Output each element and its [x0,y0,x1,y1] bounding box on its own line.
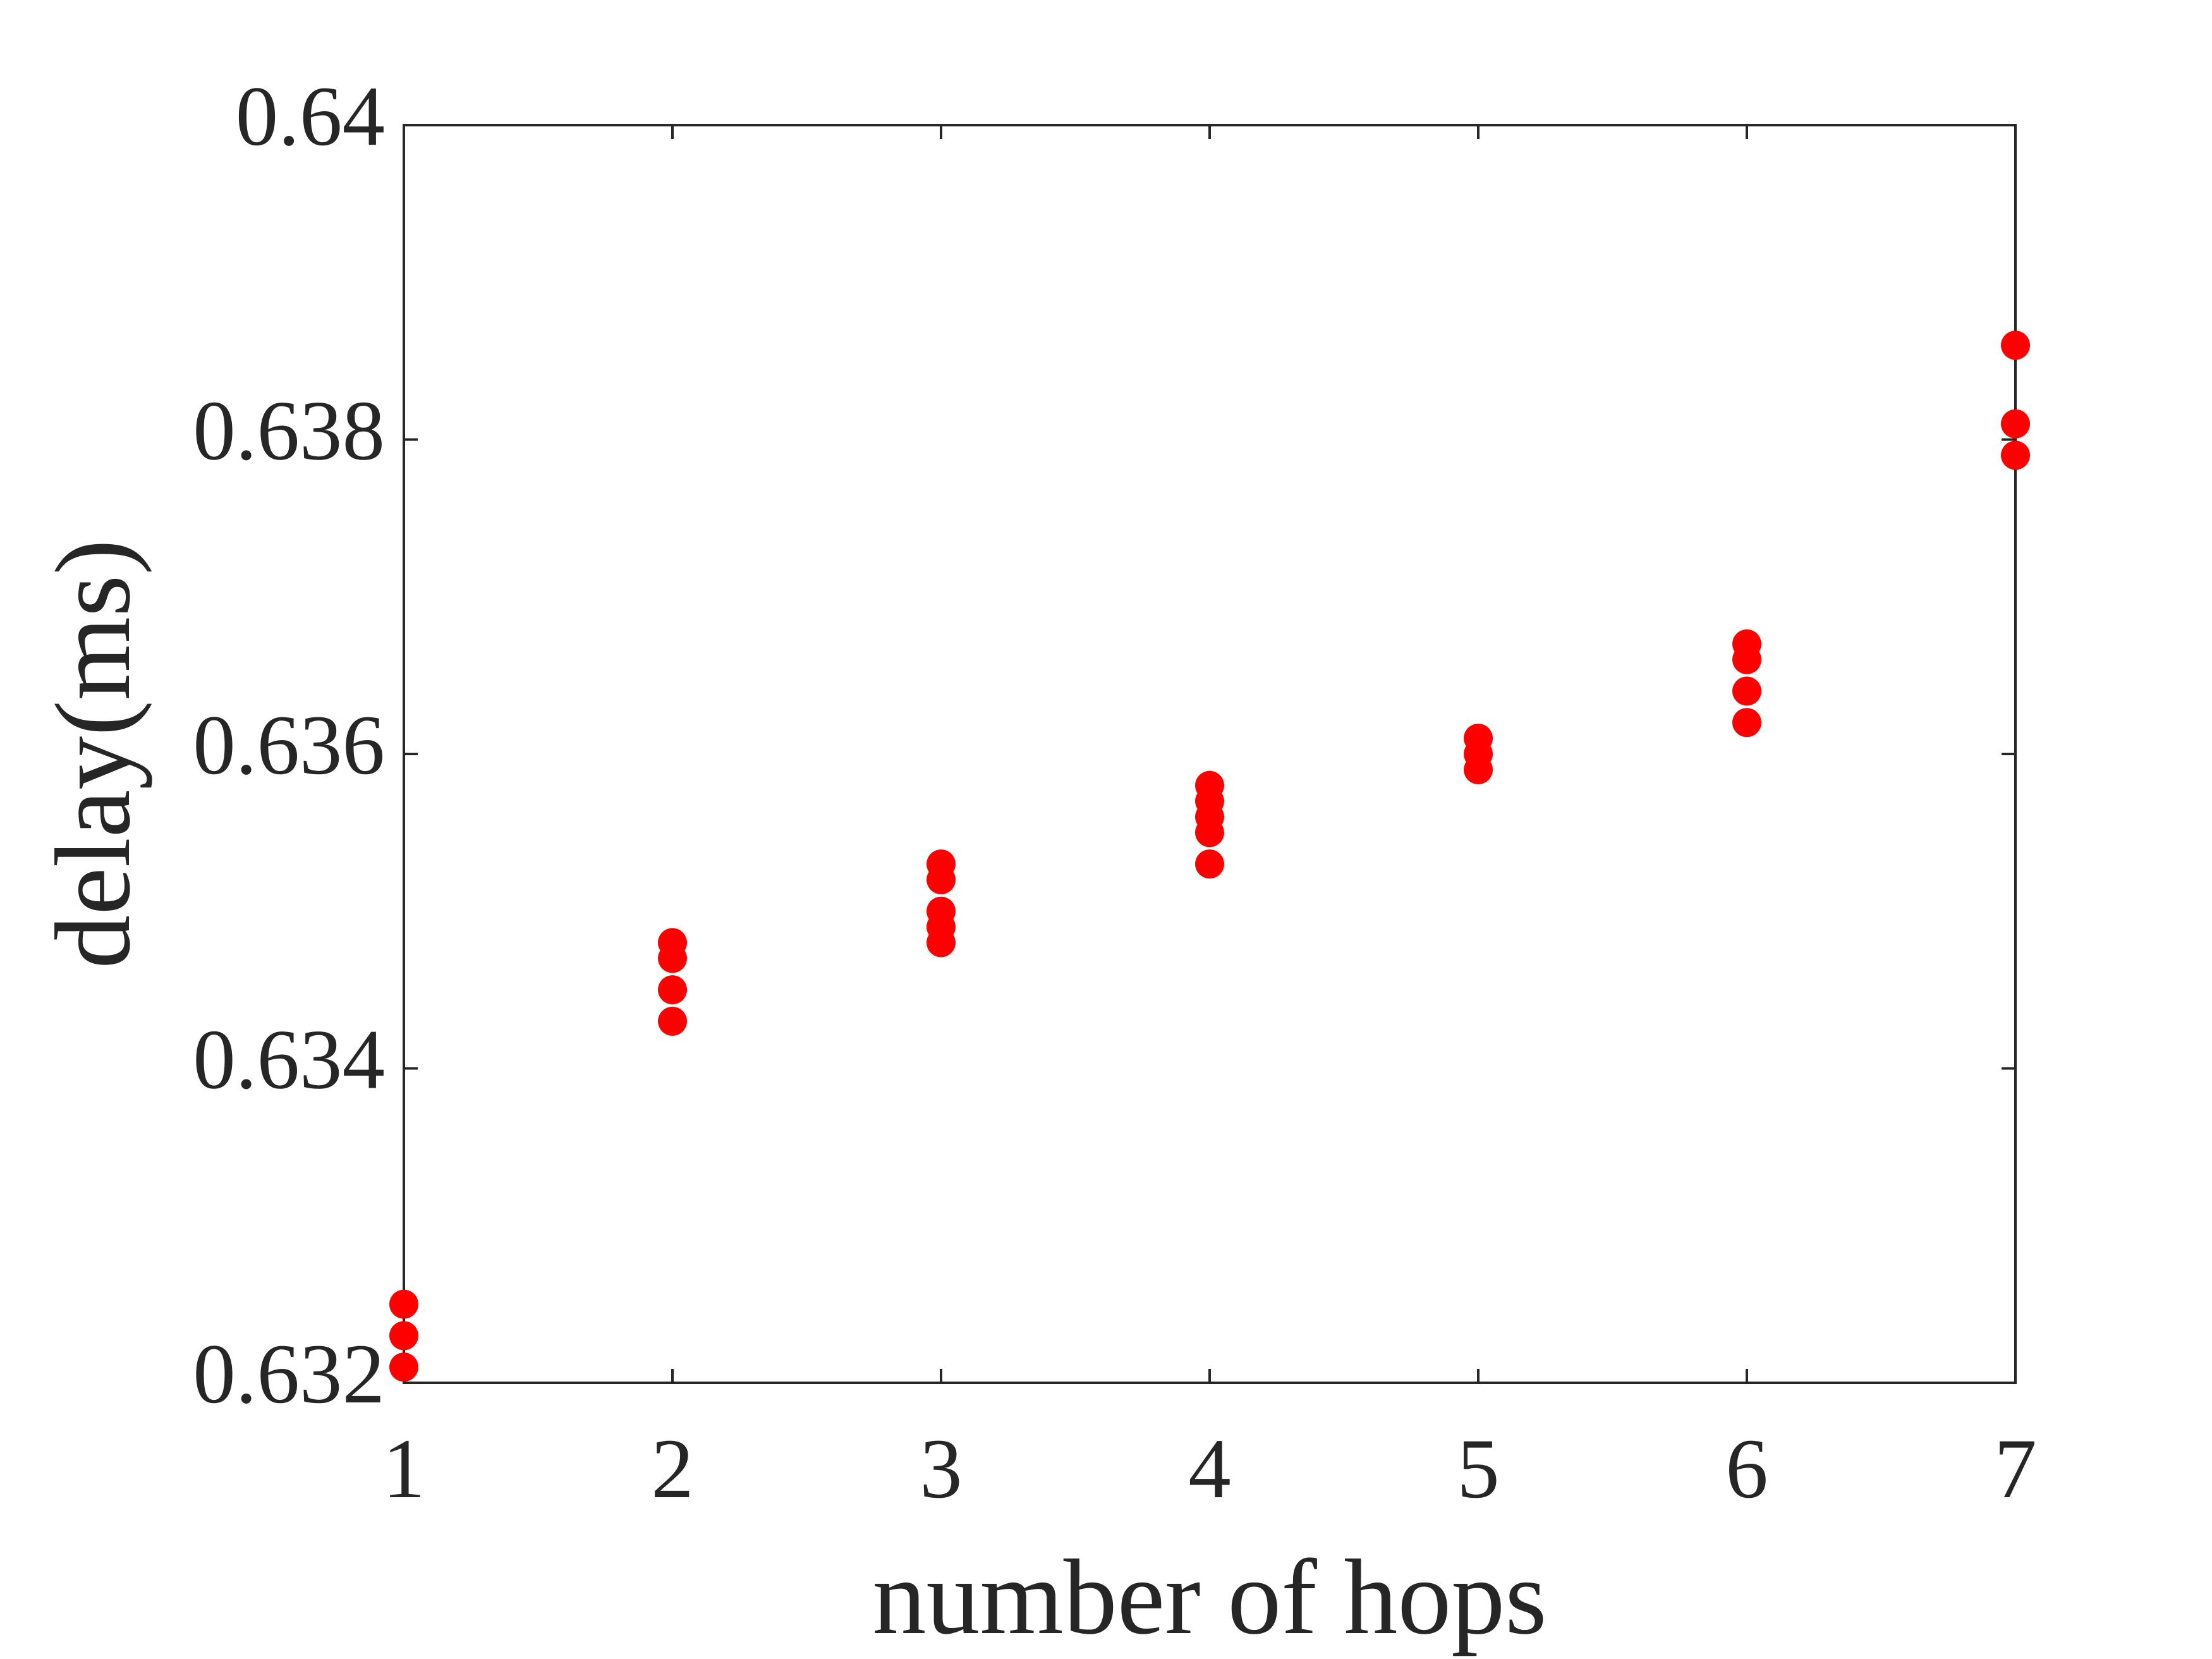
point [389,1321,418,1351]
point [2001,409,2030,439]
point [2001,331,2030,360]
x-tick-label: 2 [651,1422,694,1516]
point [1732,676,1761,706]
point [927,865,956,894]
x-axis-label: number of hops [872,1538,1547,1656]
point [658,944,687,973]
point [1464,755,1493,784]
y-tick-label: 0.638 [193,384,385,478]
y-axis-label: delay(ms) [33,539,152,969]
plot-frame [403,124,2017,1384]
x-tick-label: 3 [920,1422,963,1516]
point [1732,708,1761,738]
point [1732,645,1761,674]
point [1195,818,1224,848]
y-tick-label: 0.634 [193,1012,385,1107]
x-tick-label: 1 [382,1422,425,1516]
x-tick-label: 6 [1725,1422,1768,1516]
point [389,1352,418,1382]
point [1195,849,1224,879]
point [658,975,687,1005]
x-tick-label: 4 [1188,1422,1231,1516]
y-tick-label: 0.64 [236,70,385,164]
point [2001,441,2030,470]
x-tick-label: 7 [1994,1422,2037,1516]
y-tick-label: 0.632 [193,1327,385,1421]
x-tick-label: 5 [1457,1422,1500,1516]
point [927,928,956,957]
point [658,1006,687,1036]
point [389,1289,418,1319]
y-tick-label: 0.636 [193,698,385,793]
